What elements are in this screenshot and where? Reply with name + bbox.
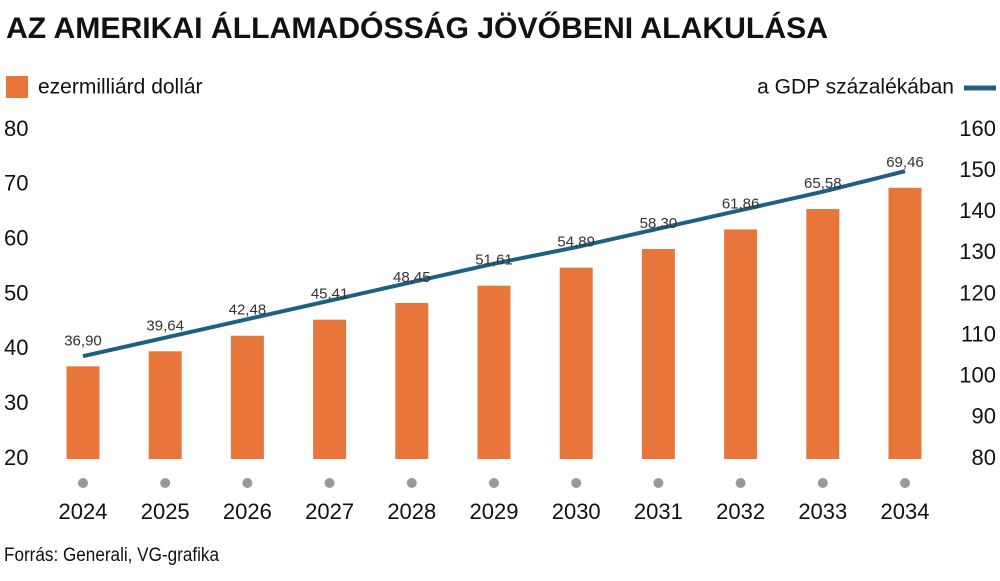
y-tick-label: 50	[4, 280, 28, 305]
value-label: 51,61	[475, 252, 513, 269]
x-tick-label: 2026	[223, 499, 272, 524]
y2-tick-label: 140	[959, 198, 996, 223]
category-dot	[900, 478, 910, 488]
y-tick-label: 40	[4, 335, 28, 360]
x-tick-label: 2027	[305, 499, 354, 524]
bar	[395, 302, 429, 459]
value-label: 61,86	[722, 195, 760, 212]
bar	[888, 187, 922, 460]
y-tick-label: 60	[4, 225, 28, 250]
category-dot	[653, 478, 664, 488]
x-tick-label: 2024	[59, 499, 108, 524]
bar	[313, 319, 347, 459]
value-label: 45,41	[311, 286, 349, 303]
category-dot	[489, 478, 499, 488]
category-dot	[735, 478, 746, 488]
value-label: 58,30	[640, 215, 678, 232]
y2-tick-label: 120	[959, 280, 996, 305]
legend-label: ezermilliárd dollár	[38, 76, 203, 99]
bar	[148, 351, 182, 459]
legend-swatch	[6, 76, 28, 98]
y2-tick-label: 150	[959, 157, 996, 182]
bar	[641, 248, 675, 459]
y2-tick-label: 90	[972, 404, 996, 429]
x-tick-label: 2034	[881, 499, 930, 524]
y-tick-label: 80	[4, 116, 28, 141]
y2-tick-label: 100	[959, 363, 996, 388]
category-dot	[406, 478, 417, 488]
x-tick-label: 2030	[552, 499, 601, 524]
x-tick-label: 2032	[716, 499, 765, 524]
category-dot	[324, 478, 335, 488]
value-label: 42,48	[229, 302, 267, 319]
y-tick-label: 30	[4, 390, 28, 415]
y-tick-label: 20	[4, 445, 28, 470]
y-tick-label: 70	[4, 171, 28, 196]
y2-tick-label: 160	[959, 116, 996, 141]
bar	[806, 209, 840, 459]
y2-tick-label: 80	[972, 445, 996, 470]
bar	[477, 285, 511, 459]
value-label: 69,46	[886, 154, 924, 171]
legend-label: a GDP százalékában	[757, 76, 954, 99]
category-dot	[78, 478, 88, 488]
x-tick-label: 2025	[141, 499, 190, 524]
x-tick-label: 2028	[387, 499, 436, 524]
x-tick-label: 2029	[470, 499, 519, 524]
category-dot	[160, 478, 171, 488]
line	[82, 169, 906, 359]
y2-tick-label: 110	[961, 321, 996, 346]
category-dot	[817, 478, 828, 488]
bar	[724, 229, 758, 459]
category-dot	[571, 478, 582, 488]
value-label: 48,45	[393, 269, 431, 286]
bar	[66, 366, 100, 459]
y2-tick-label: 130	[959, 239, 996, 264]
bar	[230, 335, 264, 459]
value-label: 65,58	[804, 175, 842, 192]
value-label: 54,89	[557, 234, 595, 251]
value-label: 39,64	[146, 317, 184, 334]
value-label: 36,90	[64, 332, 102, 349]
bar	[559, 267, 593, 459]
category-dot	[242, 478, 253, 488]
x-tick-label: 2031	[634, 499, 683, 524]
source: Forrás: Generali, VG-grafika	[4, 545, 219, 566]
x-tick-label: 2033	[798, 499, 847, 524]
chart-title: AZ AMERIKAI ÁLLAMADÓSSÁG JÖVŐBENI ALAKUL…	[6, 11, 828, 45]
